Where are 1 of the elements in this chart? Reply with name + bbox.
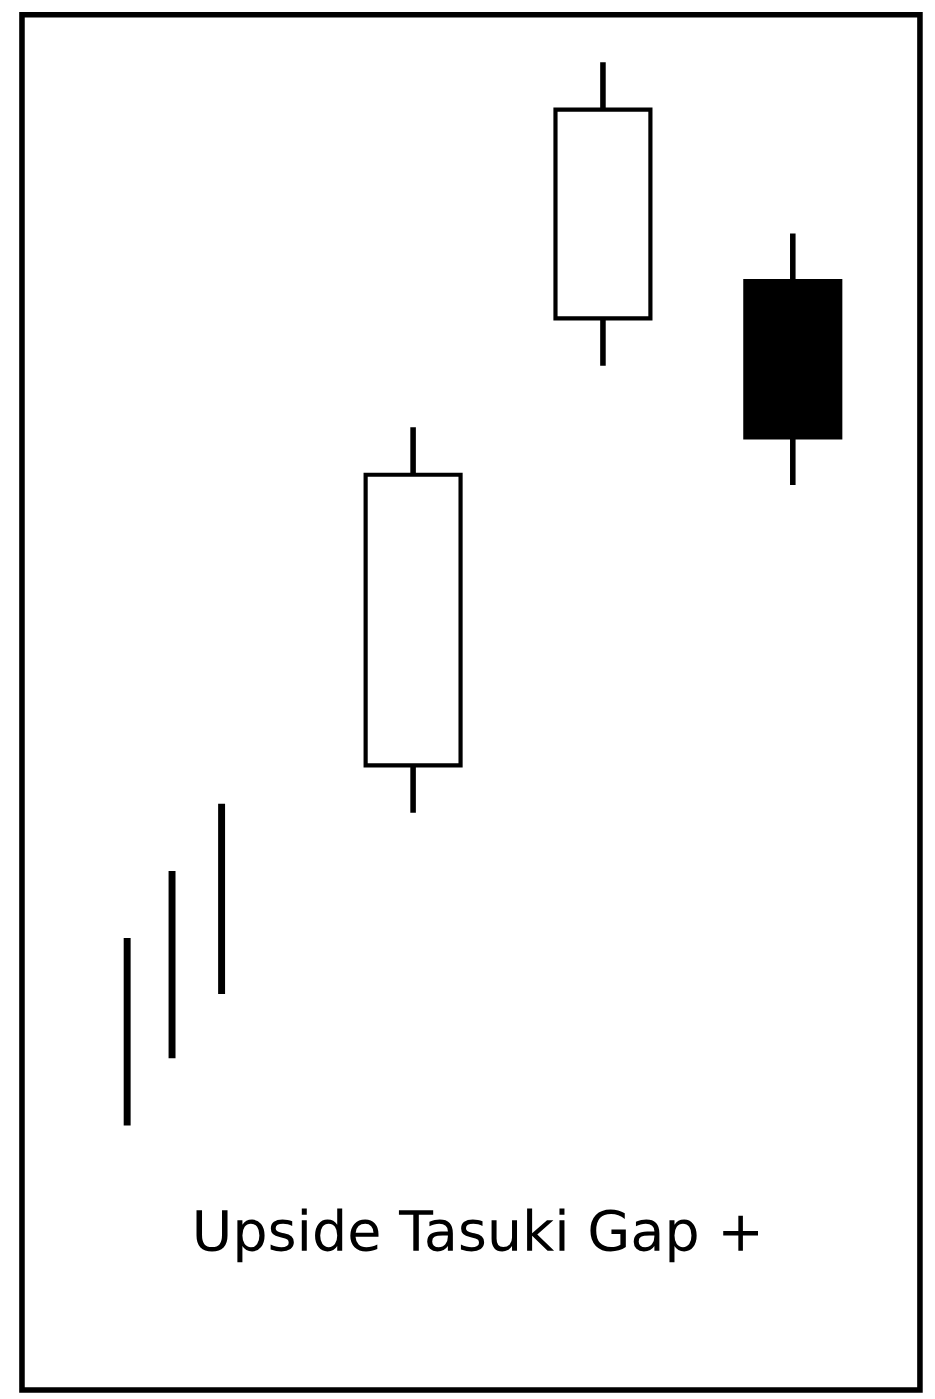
text: Upside Tasuki Gap + — [196, 1208, 759, 1263]
